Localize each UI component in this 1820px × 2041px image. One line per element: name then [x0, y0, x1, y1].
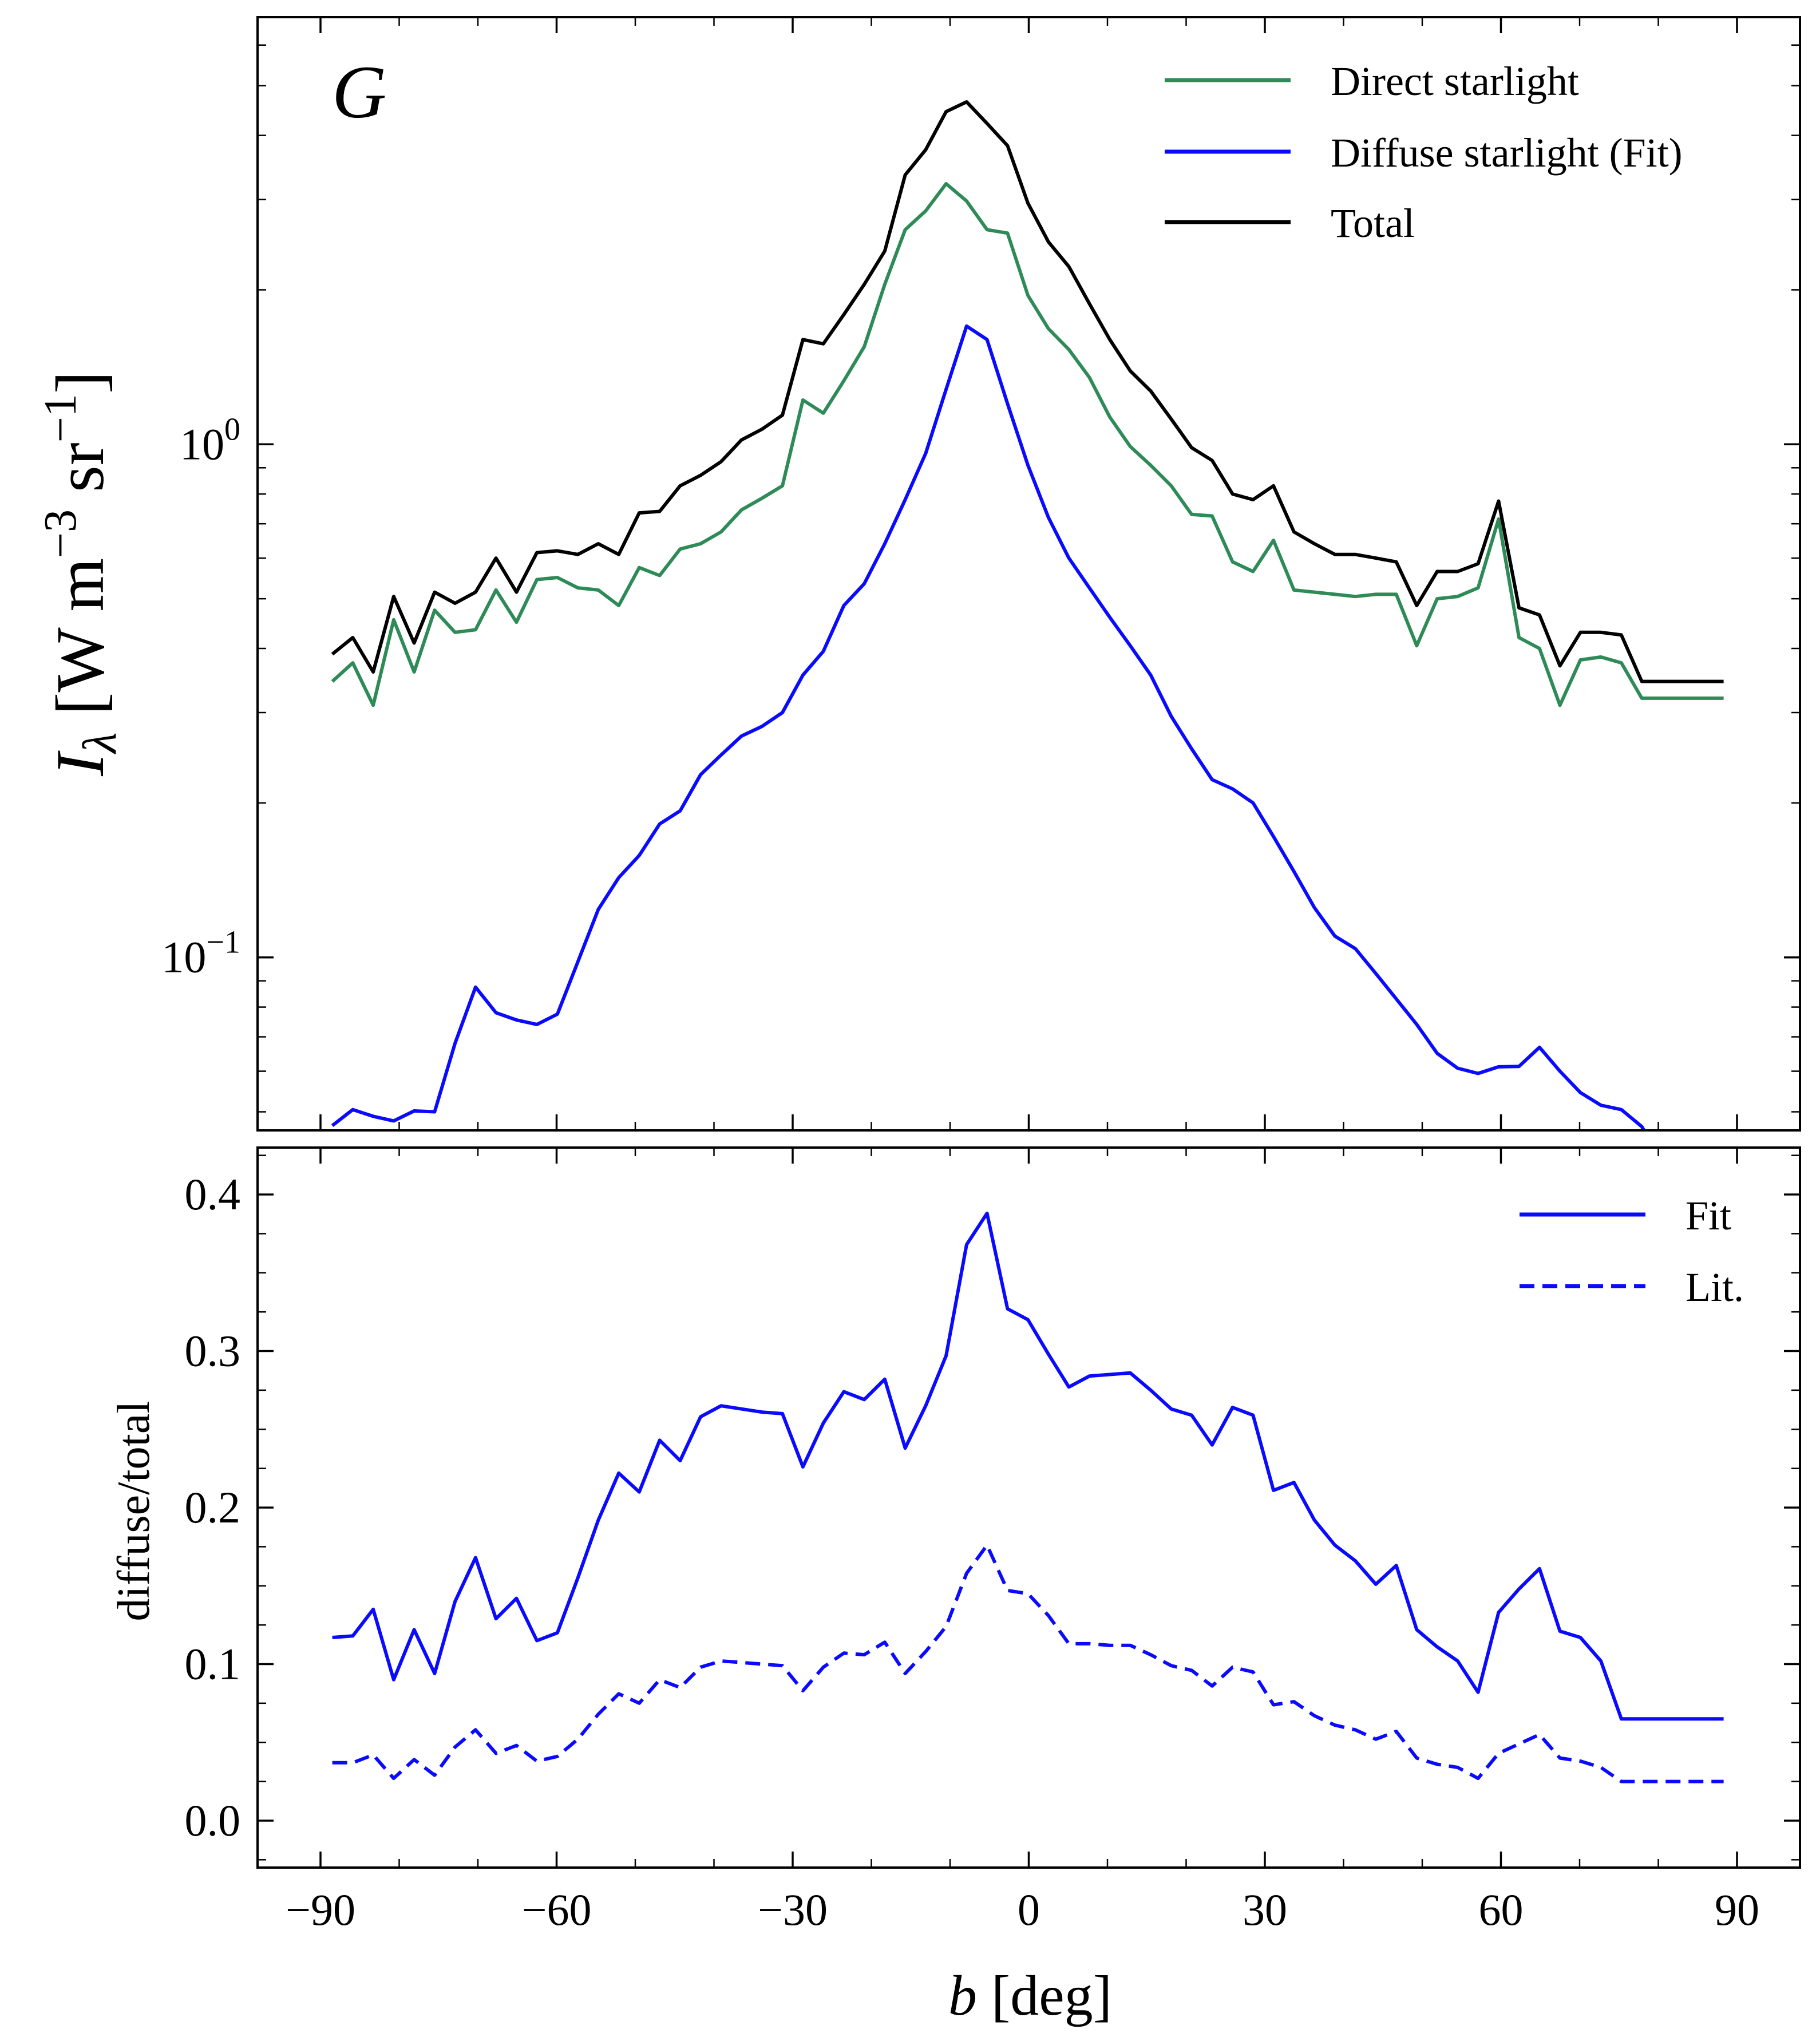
ylabel-subscript: λ [73, 732, 126, 754]
top-ytick-label-0: 10−1 [161, 925, 240, 982]
top-series-lines [331, 100, 1724, 1130]
bottom-xtick-labels: −90 −60 −30 0 30 60 90 [286, 1885, 1759, 1935]
xlabel-rest: [deg] [977, 1964, 1112, 2027]
bottom-plot-frame [256, 1146, 1801, 1869]
top-series-line-2 [331, 100, 1724, 683]
bottom-ytick-label-1: 0.1 [185, 1639, 241, 1688]
bottom-xtick-label-4: 30 [1243, 1885, 1287, 1935]
panel-label: G [332, 50, 386, 134]
bottom-series-line-0 [332, 1211, 1724, 1721]
top-axis-ticks [258, 17, 1800, 1130]
bottom-xtick-label-1: −60 [522, 1885, 592, 1935]
bottom-ytick-labels: 0.0 0.1 0.2 0.3 0.4 [185, 1169, 241, 1845]
bottom-xtick-label-0: −90 [286, 1885, 355, 1935]
bottom-xtick-label-2: −30 [758, 1885, 828, 1935]
top-ytick-base: 10 [180, 419, 224, 469]
bottom-series-lines [332, 1211, 1724, 1783]
ylabel-unit-prefix: [W m [42, 558, 118, 715]
bottom-xlabel: b [deg] [948, 1964, 1112, 2027]
bottom-ytick-label-4: 0.4 [185, 1169, 241, 1219]
bottom-xtick-label-6: 90 [1715, 1885, 1759, 1935]
bottom-panel: 0.0 0.1 0.2 0.3 0.4 −90 −60 −30 0 30 60 90 diffuse… [109, 1146, 1801, 2027]
ylabel-exp1: −3 [35, 509, 86, 558]
legend-label-total: Total [1331, 200, 1415, 246]
top-plot-frame [256, 16, 1801, 1132]
top-ytick-exp: −1 [206, 925, 240, 960]
top-ylabel: Iλ [W m−3 sr−1] [35, 371, 126, 777]
top-ytick-base: 10 [161, 932, 206, 982]
ylabel-exp2: −1 [35, 394, 86, 442]
xlabel-symbol: b [948, 1964, 977, 2027]
ylabel-symbol: I [42, 750, 118, 777]
bottom-legend: Fit Lit. [1520, 1193, 1744, 1310]
bottom-xtick-label-5: 60 [1479, 1885, 1524, 1935]
bottom-ytick-label-2: 0.2 [185, 1482, 241, 1532]
bottom-axis-ticks [258, 1148, 1800, 1868]
legend-label-lit: Lit. [1686, 1264, 1744, 1310]
top-ytick-exp: 0 [224, 412, 240, 447]
ylabel-space [42, 715, 118, 732]
top-series-line-1 [331, 324, 1647, 1130]
legend-label-diffuse: Diffuse starlight (Fit) [1331, 130, 1683, 176]
ylabel-unit-suffix: ] [42, 371, 118, 394]
legend-label-direct: Direct starlight [1331, 58, 1579, 104]
ylabel-unit-mid: sr [42, 442, 118, 509]
legend-label-fit: Fit [1686, 1193, 1731, 1239]
top-legend: Direct starlight Diffuse starlight (Fit)… [1165, 58, 1683, 246]
bottom-ytick-label-3: 0.3 [185, 1326, 241, 1376]
bottom-series-line-1 [332, 1543, 1724, 1783]
bottom-ylabel: diffuse/total [109, 1401, 159, 1621]
bottom-xtick-label-3: 0 [1018, 1885, 1040, 1935]
top-series-line-0 [331, 182, 1724, 707]
bottom-ytick-label-0: 0.0 [185, 1795, 241, 1845]
top-ytick-label-1: 100 [180, 412, 240, 469]
